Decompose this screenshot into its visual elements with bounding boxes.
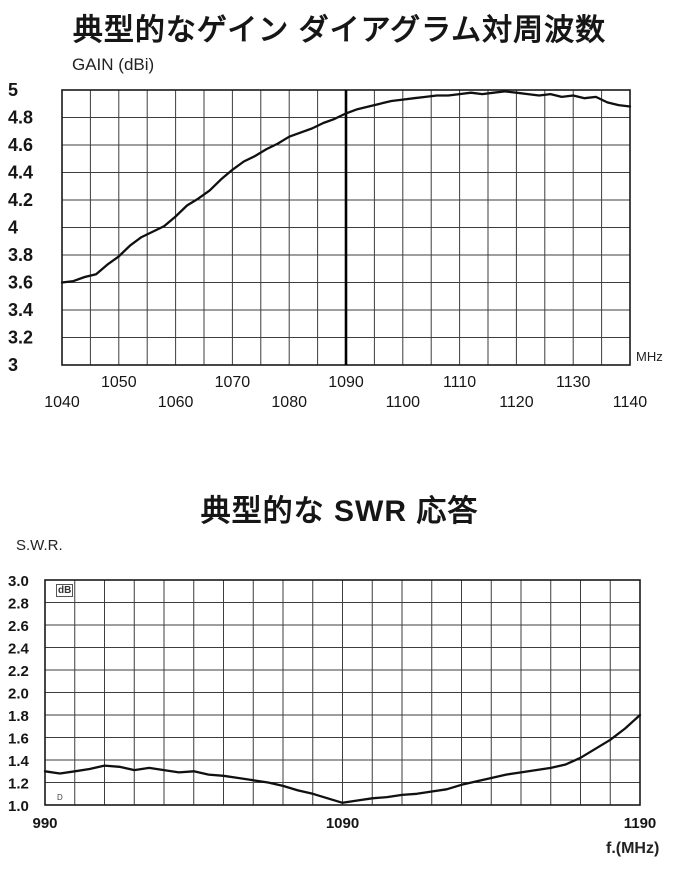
- svg-text:2.0: 2.0: [8, 686, 29, 703]
- svg-text:1.6: 1.6: [8, 731, 29, 748]
- svg-text:3.8: 3.8: [8, 245, 33, 265]
- svg-text:1110: 1110: [443, 374, 476, 391]
- svg-text:1100: 1100: [386, 394, 421, 411]
- svg-text:1070: 1070: [215, 374, 251, 391]
- svg-text:1090: 1090: [326, 815, 359, 832]
- svg-text:1.4: 1.4: [8, 753, 30, 770]
- svg-text:4.6: 4.6: [8, 135, 33, 155]
- svg-text:1140: 1140: [613, 394, 648, 411]
- watermark-mark: dB: [56, 584, 74, 597]
- svg-text:1130: 1130: [556, 374, 591, 391]
- svg-text:1050: 1050: [101, 374, 137, 391]
- scan-artifact-mark: D: [57, 793, 63, 802]
- svg-text:3.6: 3.6: [8, 273, 33, 293]
- svg-text:1120: 1120: [499, 394, 534, 411]
- svg-text:3.0: 3.0: [8, 573, 29, 590]
- gain-y-axis-label: GAIN (dBi): [72, 55, 155, 74]
- svg-text:4.2: 4.2: [8, 190, 33, 210]
- svg-text:2.2: 2.2: [8, 663, 29, 680]
- svg-text:3.4: 3.4: [8, 300, 33, 320]
- svg-text:1080: 1080: [271, 394, 307, 411]
- svg-text:2.4: 2.4: [8, 641, 30, 658]
- svg-text:5: 5: [8, 80, 18, 100]
- gain-chart-title: 典型的なゲイン ダイアグラム対周波数: [72, 14, 607, 47]
- svg-text:1.8: 1.8: [8, 708, 29, 725]
- swr-x-axis-unit: f.(MHz): [606, 840, 660, 857]
- svg-text:990: 990: [32, 815, 57, 832]
- svg-text:1.2: 1.2: [8, 776, 29, 793]
- svg-text:1090: 1090: [328, 374, 364, 391]
- swr-y-axis-label: S.W.R.: [16, 537, 63, 554]
- svg-text:2.6: 2.6: [8, 618, 29, 635]
- gain-chart: 5 4.8 4.6 4.4 4.2 4 3.8 3.6 3.4 3.2 3 1050 1070 1090 1…: [8, 80, 648, 411]
- gain-x-axis-unit: MHz: [636, 349, 663, 364]
- svg-text:3.2: 3.2: [8, 328, 33, 348]
- svg-text:4: 4: [8, 218, 18, 238]
- svg-text:1060: 1060: [158, 394, 194, 411]
- swr-chart-title: 典型的な SWR 応答: [200, 495, 479, 528]
- svg-text:4.4: 4.4: [8, 163, 33, 183]
- svg-text:1190: 1190: [624, 815, 657, 832]
- svg-text:3: 3: [8, 355, 18, 375]
- svg-text:1040: 1040: [44, 394, 80, 411]
- svg-text:2.8: 2.8: [8, 596, 29, 613]
- svg-text:4.8: 4.8: [8, 108, 33, 128]
- svg-text:1.0: 1.0: [8, 798, 29, 815]
